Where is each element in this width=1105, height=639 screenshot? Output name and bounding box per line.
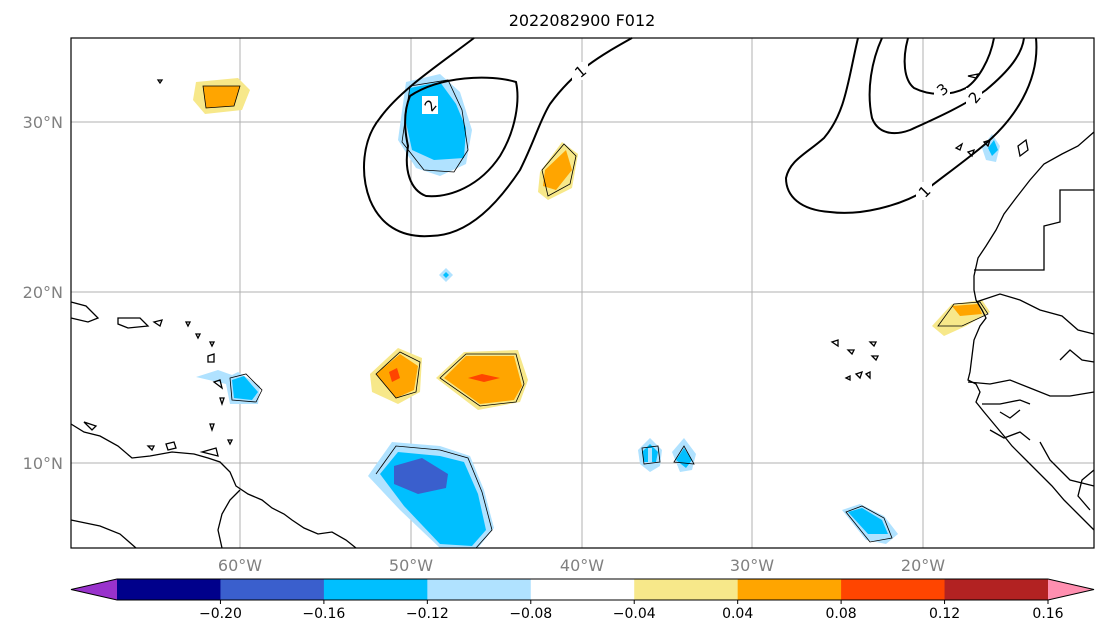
- map-frame: [70, 37, 1095, 549]
- contour-east-1: [784, 37, 1038, 214]
- colorbar-swatch: [220, 579, 325, 600]
- lon-label-30w: 30°W: [730, 556, 774, 575]
- colorbar-tick-label: 0.08: [826, 606, 857, 622]
- colorbar-tick-label: −0.08: [509, 606, 552, 622]
- colorbar: −0.20 −0.16 −0.12 −0.08 −0.04 0.04 0.08 0.12 0.1…: [70, 578, 1095, 622]
- latitude-labels: 30°N 20°N 10°N: [23, 113, 63, 473]
- lon-label-50w: 50°W: [389, 556, 433, 575]
- colorbar-outline: [70, 578, 1095, 601]
- lon-label-40w: 40°W: [560, 556, 604, 575]
- south-america-coast: [70, 423, 357, 549]
- lat-label-30n: 30°N: [23, 113, 63, 132]
- lat-label-10n: 10°N: [23, 454, 63, 473]
- contour-east-2: [868, 37, 1025, 135]
- longitude-labels: 60°W 50°W 40°W 30°W 20°W: [218, 556, 945, 575]
- colorbar-swatch: [530, 579, 635, 600]
- lon-label-20w: 20°W: [901, 556, 945, 575]
- colorbar-tick-label: −0.04: [613, 606, 656, 622]
- contour-west-1: [363, 37, 633, 238]
- canary-islands: [954, 142, 964, 151]
- cape-verde-islands: [830, 339, 839, 348]
- country-borders: [974, 189, 1094, 271]
- colorbar-swatch: [944, 579, 1049, 600]
- colorbar-swatch: [117, 579, 221, 600]
- colorbar-tick-label: −0.16: [302, 606, 345, 622]
- colorbar-tick-label: 0.12: [929, 606, 960, 622]
- africa-coast: [967, 131, 1095, 531]
- contour-west-2: [404, 76, 519, 198]
- lon-label-60w: 60°W: [218, 556, 262, 575]
- colorbar-tick-label: 0.16: [1032, 606, 1063, 622]
- contour-label-group: 1 2 3 1 2: [421, 62, 985, 202]
- map-title: 2022082900 F012: [509, 11, 656, 30]
- colorbar-swatch: [427, 579, 532, 600]
- colorbar-tick-label: −0.20: [199, 606, 242, 622]
- gridlines: [71, 38, 1094, 548]
- map-panel: 1 2 3 1 2: [70, 37, 1095, 549]
- caribbean-islands-north: [70, 301, 100, 323]
- colorbar-swatch: [634, 579, 739, 600]
- lat-label-20n: 20°N: [23, 283, 63, 302]
- colorbar-tick-label: −0.12: [406, 606, 449, 622]
- coastlines: [70, 73, 1095, 549]
- colorbar-extend-high: [1048, 579, 1094, 600]
- shaded-fields: [193, 74, 1000, 549]
- colorbar-swatch: [323, 579, 428, 600]
- colorbar-tick-label: 0.04: [722, 606, 753, 622]
- colorbar-extend-low: [71, 579, 117, 600]
- colorbar-swatch: [737, 579, 842, 600]
- colorbar-swatch: [841, 579, 946, 600]
